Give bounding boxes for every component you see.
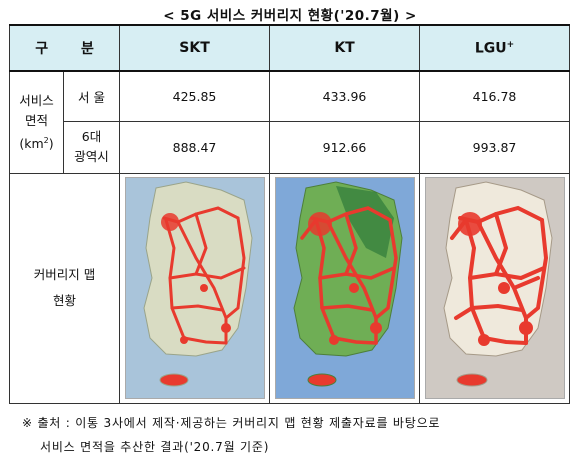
footnote-line-2: 서비스 면적을 추산한 결과('20.7월 기준) [40,440,270,454]
source-footnote: ※ 출처 : 이통 3사에서 제작·제공하는 커버리지 맵 현황 제출자료를 바… [22,411,440,459]
header-kt: KT [269,24,421,72]
metro-skt-value: 888.47 [119,120,271,174]
table-row-map: 커버리지 맵 현황 [8,172,571,404]
coverage-table: 구 분 SKT KT LGU+ 서비스 면적 (km2) 서 울 425.85 … [8,24,571,404]
skt-map-cell [119,172,271,404]
seoul-skt-value: 425.85 [119,70,271,122]
metro-kt-value: 912.66 [269,120,421,174]
header-lgu: LGU+ [419,24,571,72]
skt-coverage-map [124,177,265,399]
header-skt: SKT [119,24,271,72]
seoul-label: 서 울 [62,70,121,122]
metro-label: 6대 광역시 [62,120,121,174]
seoul-lgu-value: 416.78 [419,70,571,122]
table-row-metro: 6대 광역시 888.47 912.66 993.87 [10,120,571,174]
header-gubun: 구 분 [8,24,121,72]
kt-map-cell [269,172,421,404]
service-area-label: 서비스 면적 (km2) [9,70,64,174]
coverage-map-label: 커버리지 맵 현황 [8,172,121,404]
lgu-map-cell [419,172,571,404]
lgu-coverage-map [424,177,565,399]
page-title: < 5G 서비스 커버리지 현황('20.7월) > [163,8,417,24]
kt-coverage-map [274,177,415,399]
footnote-line-1: ※ 출처 : 이통 3사에서 제작·제공하는 커버리지 맵 현황 제출자료를 바… [22,416,441,430]
seoul-kt-value: 433.96 [269,70,421,122]
table-row-seoul: 서비스 면적 (km2) 서 울 425.85 433.96 416.78 [9,70,571,174]
metro-lgu-value: 993.87 [419,120,571,174]
header-row: 구 분 SKT KT LGU+ [8,24,571,72]
